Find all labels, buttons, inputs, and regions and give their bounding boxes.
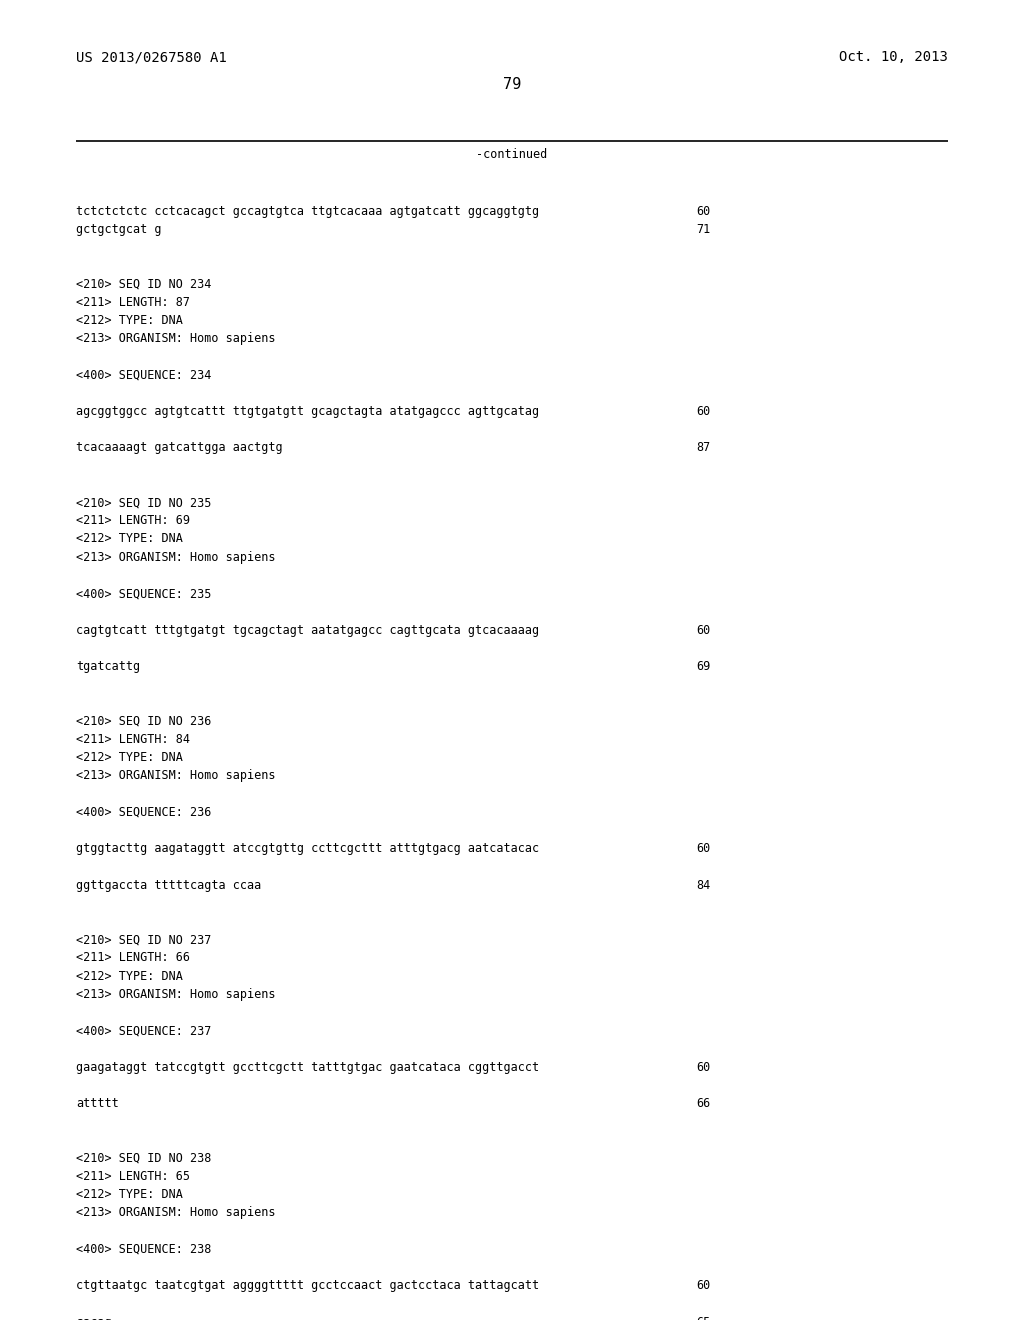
Text: 87: 87 [696, 441, 711, 454]
Text: 66: 66 [696, 1097, 711, 1110]
Text: <212> TYPE: DNA: <212> TYPE: DNA [76, 970, 182, 982]
Text: attttt: attttt [76, 1097, 119, 1110]
Text: <212> TYPE: DNA: <212> TYPE: DNA [76, 314, 182, 327]
Text: <210> SEQ ID NO 236: <210> SEQ ID NO 236 [76, 714, 211, 727]
Text: 71: 71 [696, 223, 711, 236]
Text: tgatcattg: tgatcattg [76, 660, 140, 673]
Text: 65: 65 [696, 1316, 711, 1320]
Text: <212> TYPE: DNA: <212> TYPE: DNA [76, 532, 182, 545]
Text: ctgttaatgc taatcgtgat aggggttttt gcctccaact gactcctaca tattagcatt: ctgttaatgc taatcgtgat aggggttttt gcctcca… [76, 1279, 539, 1292]
Text: <211> LENGTH: 87: <211> LENGTH: 87 [76, 296, 189, 309]
Text: agcggtggcc agtgtcattt ttgtgatgtt gcagctagta atatgagccc agttgcatag: agcggtggcc agtgtcattt ttgtgatgtt gcagcta… [76, 405, 539, 418]
Text: US 2013/0267580 A1: US 2013/0267580 A1 [76, 50, 226, 65]
Text: <210> SEQ ID NO 235: <210> SEQ ID NO 235 [76, 496, 211, 510]
Text: gctgctgcat g: gctgctgcat g [76, 223, 161, 236]
Text: cagtgtcatt tttgtgatgt tgcagctagt aatatgagcc cagttgcata gtcacaaaag: cagtgtcatt tttgtgatgt tgcagctagt aatatga… [76, 623, 539, 636]
Text: ggttgaccta tttttcagta ccaa: ggttgaccta tttttcagta ccaa [76, 879, 261, 891]
Text: <211> LENGTH: 84: <211> LENGTH: 84 [76, 733, 189, 746]
Text: Oct. 10, 2013: Oct. 10, 2013 [840, 50, 948, 65]
Text: <400> SEQUENCE: 236: <400> SEQUENCE: 236 [76, 805, 211, 818]
Text: <213> ORGANISM: Homo sapiens: <213> ORGANISM: Homo sapiens [76, 1206, 275, 1220]
Text: <213> ORGANISM: Homo sapiens: <213> ORGANISM: Homo sapiens [76, 770, 275, 783]
Text: <400> SEQUENCE: 235: <400> SEQUENCE: 235 [76, 587, 211, 601]
Text: 60: 60 [696, 842, 711, 855]
Text: 69: 69 [696, 660, 711, 673]
Text: <210> SEQ ID NO 237: <210> SEQ ID NO 237 [76, 933, 211, 946]
Text: <213> ORGANISM: Homo sapiens: <213> ORGANISM: Homo sapiens [76, 987, 275, 1001]
Text: -continued: -continued [476, 148, 548, 161]
Text: 60: 60 [696, 205, 711, 218]
Text: <400> SEQUENCE: 234: <400> SEQUENCE: 234 [76, 368, 211, 381]
Text: 79: 79 [503, 77, 521, 91]
Text: gtggtacttg aagataggtt atccgtgttg ccttcgcttt atttgtgacg aatcatacac: gtggtacttg aagataggtt atccgtgttg ccttcgc… [76, 842, 539, 855]
Text: aacag: aacag [76, 1316, 112, 1320]
Text: <400> SEQUENCE: 237: <400> SEQUENCE: 237 [76, 1024, 211, 1038]
Text: <213> ORGANISM: Homo sapiens: <213> ORGANISM: Homo sapiens [76, 550, 275, 564]
Text: <212> TYPE: DNA: <212> TYPE: DNA [76, 1188, 182, 1201]
Text: 60: 60 [696, 1279, 711, 1292]
Text: <400> SEQUENCE: 238: <400> SEQUENCE: 238 [76, 1243, 211, 1255]
Text: <211> LENGTH: 69: <211> LENGTH: 69 [76, 515, 189, 527]
Text: <211> LENGTH: 66: <211> LENGTH: 66 [76, 952, 189, 965]
Text: tcacaaaagt gatcattgga aactgtg: tcacaaaagt gatcattgga aactgtg [76, 441, 283, 454]
Text: <213> ORGANISM: Homo sapiens: <213> ORGANISM: Homo sapiens [76, 333, 275, 345]
Text: <212> TYPE: DNA: <212> TYPE: DNA [76, 751, 182, 764]
Text: 84: 84 [696, 879, 711, 891]
Text: <210> SEQ ID NO 234: <210> SEQ ID NO 234 [76, 277, 211, 290]
Text: gaagataggt tatccgtgtt gccttcgctt tatttgtgac gaatcataca cggttgacct: gaagataggt tatccgtgtt gccttcgctt tatttgt… [76, 1061, 539, 1073]
Text: 60: 60 [696, 623, 711, 636]
Text: 60: 60 [696, 1061, 711, 1073]
Text: <211> LENGTH: 65: <211> LENGTH: 65 [76, 1170, 189, 1183]
Text: <210> SEQ ID NO 238: <210> SEQ ID NO 238 [76, 1152, 211, 1164]
Text: 60: 60 [696, 405, 711, 418]
Text: tctctctctc cctcacagct gccagtgtca ttgtcacaaa agtgatcatt ggcaggtgtg: tctctctctc cctcacagct gccagtgtca ttgtcac… [76, 205, 539, 218]
